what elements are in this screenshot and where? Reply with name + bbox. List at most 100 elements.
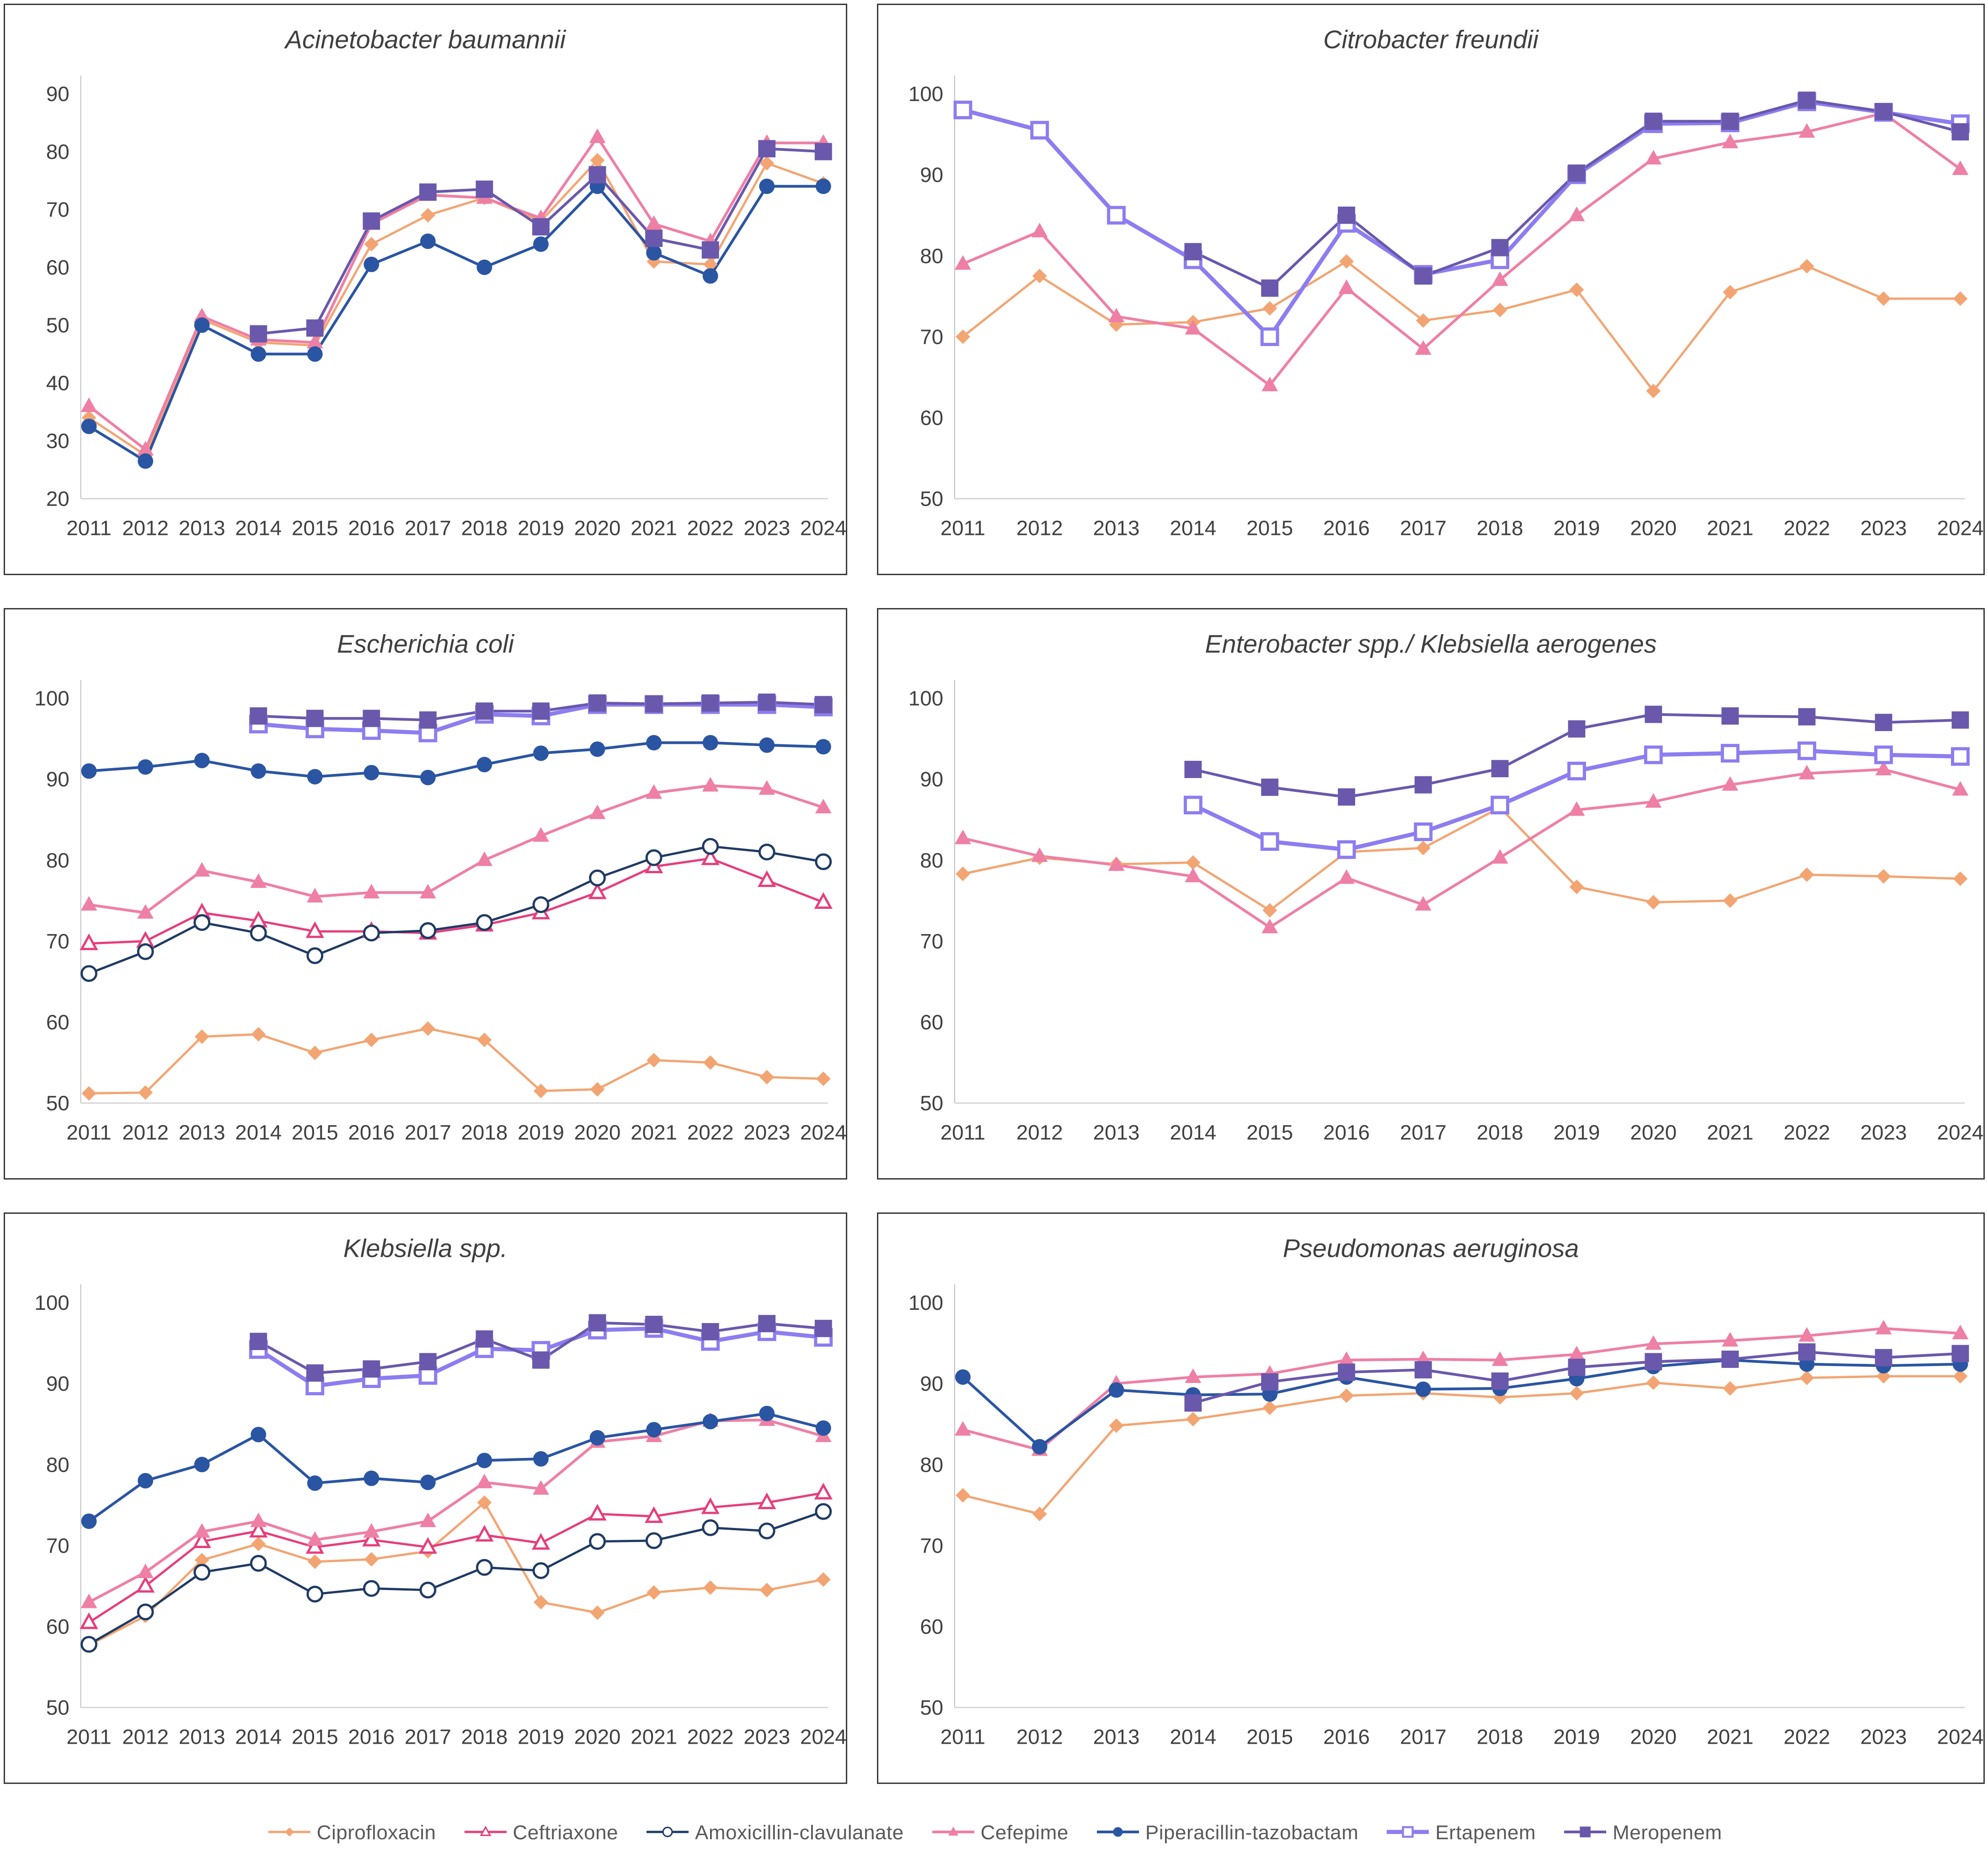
marker-triangle [815,799,832,814]
marker-circle [476,757,492,773]
marker-circle-open [532,1562,550,1579]
marker-triangle-open [192,1531,211,1548]
series-line-cefepime [88,136,823,451]
x-tick-label: 2022 [687,1121,734,1144]
legend-item-ceftriaxone: Ceftriaxone [463,1821,619,1845]
marker-square [1875,714,1892,731]
marker-diamond [1262,301,1277,316]
marker-circle [759,737,775,753]
y-tick-label: 100 [908,82,943,106]
legend-glyph [284,1827,294,1837]
legend-glyph [1402,1826,1414,1838]
series-piperacillin_tazobactam [962,1358,1961,1448]
marker-circle [1113,1826,1123,1837]
marker-circle [363,765,379,780]
legend-marker-diamond-icon [268,1827,310,1837]
y-tick-label: 60 [46,256,69,279]
marker-triangle-open [814,1483,833,1500]
marker-square-open [1951,747,1970,766]
marker-triangle [1185,1368,1202,1383]
marker-circle [307,1475,323,1491]
marker-diamond [1723,893,1737,908]
marker-square [701,694,719,712]
x-tick-label: 2016 [1323,516,1370,539]
marker-square [1645,1353,1662,1371]
marker-square-open [1414,822,1433,841]
x-tick-label: 2016 [348,1725,395,1748]
marker-triangle [1108,308,1125,323]
marker-diamond [1953,291,1968,306]
y-tick-label: 80 [46,1453,69,1476]
marker-square [1798,1343,1816,1361]
marker-circle [955,1369,971,1385]
marker-diamond [590,1082,605,1097]
legend-item-ciprofloxacin: Ciprofloxacin [267,1821,436,1845]
marker-triangle [419,1512,436,1527]
marker-diamond [1492,1390,1507,1405]
marker-square [1491,239,1509,256]
marker-diamond [759,1070,775,1085]
x-tick-label: 2019 [518,516,564,539]
legend-marker-triangle-icon [932,1826,974,1836]
marker-triangle-open [758,870,776,887]
marker-triangle [1491,1351,1508,1366]
series-line-ceftriaxone [89,857,824,945]
series-line-ciprofloxacin [88,1501,824,1646]
marker-triangle [1338,279,1355,294]
marker-triangle [1952,781,1969,796]
marker-triangle [646,215,663,230]
marker-triangle [533,1480,549,1495]
marker-circle [476,1452,492,1468]
marker-diamond [1799,867,1814,882]
marker-triangle [955,1421,971,1436]
marker-square [419,1353,437,1371]
series-piperacillin_tazobactam [88,185,823,463]
marker-diamond [816,1071,831,1086]
marker-triangle [1645,149,1662,165]
marker-circle-open [815,853,832,870]
x-tick-label: 2012 [1016,1121,1063,1144]
marker-diamond [1339,1388,1354,1403]
series-ciprofloxacin [88,1501,824,1646]
legend-glyph-wrap [267,1821,312,1845]
marker-diamond [1876,291,1891,306]
marker-circle [363,1470,379,1486]
marker-circle [646,1422,662,1438]
series-amoxicillin_clavulanate [88,1510,824,1645]
legend-label: Amoxicillin-clavulanate [695,1821,904,1844]
marker-circle [251,346,267,362]
marker-circle [476,259,492,275]
marker-triangle [955,255,971,270]
y-tick-label: 60 [46,1011,69,1034]
x-tick-label: 2018 [461,1121,508,1144]
y-tick-label: 90 [46,82,69,106]
y-tick-label: 70 [920,325,943,348]
marker-square [1875,103,1892,120]
marker-diamond [1876,869,1891,884]
chart-panel-escherichia-coli: Escherichia coli 50 60 70 80 90 100 2011 2012 201… [4,608,847,1180]
marker-triangle [80,896,97,911]
marker-circle-open [363,1580,380,1597]
x-tick-label: 2015 [292,516,338,539]
x-tick-label: 2018 [1477,1725,1523,1748]
x-tick-label: 2021 [631,1121,677,1144]
marker-square [363,212,380,230]
x-tick-label: 2017 [405,1121,451,1144]
marker-square [1721,707,1739,725]
series-markers-meropenem [250,694,832,729]
marker-triangle [955,829,971,844]
marker-triangle [80,397,97,412]
y-tick-label: 70 [46,929,69,953]
series-line-ciprofloxacin [88,159,824,457]
marker-triangle [476,851,493,866]
marker-circle [1031,1439,1047,1455]
x-tick-label: 2015 [292,1725,338,1748]
x-tick-label: 2022 [687,1725,734,1748]
marker-diamond [420,1021,435,1036]
marker-square [306,1364,324,1382]
marker-diamond [251,1537,266,1551]
marker-square [758,694,776,711]
marker-circle [533,1451,549,1467]
y-tick-label: 100 [908,687,943,710]
x-tick-label: 2013 [1093,516,1140,539]
